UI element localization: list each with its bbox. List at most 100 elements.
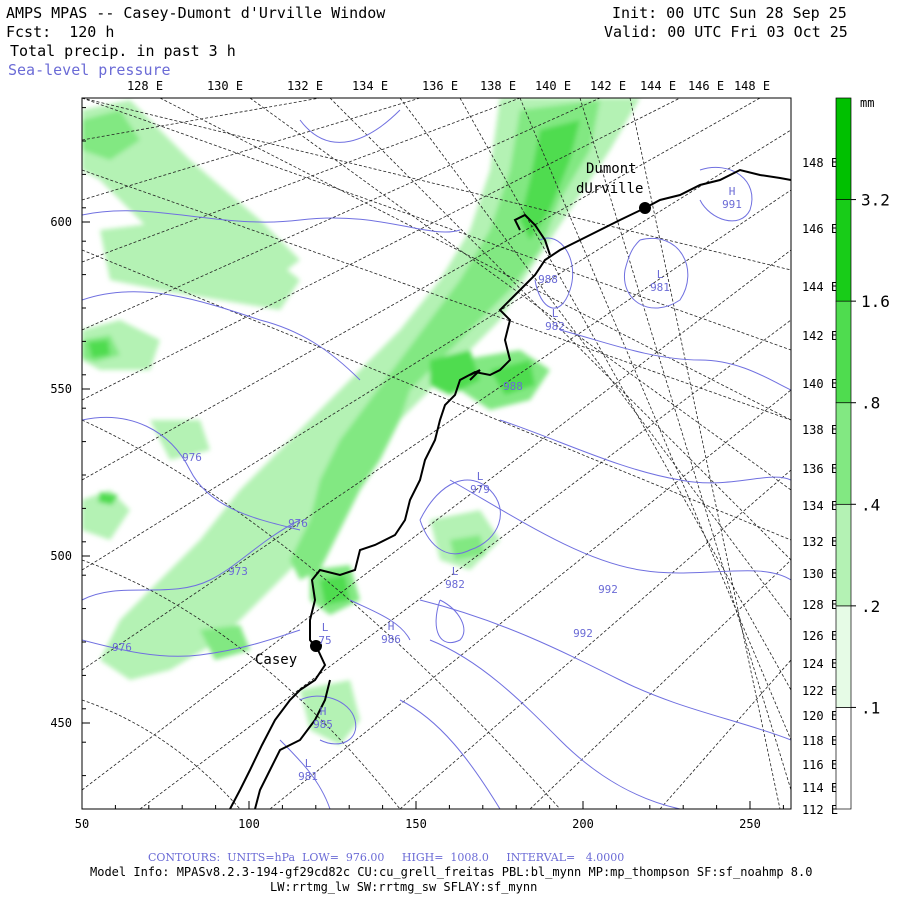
colorbar-swatch — [835, 199, 852, 302]
top-lon-label: 132 E — [287, 79, 323, 93]
colorbar-swatch — [835, 97, 852, 200]
field-title: Total precip. in past 3 h — [10, 42, 236, 60]
pressure-value-label: 981 — [298, 770, 318, 783]
colorbar-unit: mm — [860, 96, 874, 110]
x-tick-label: 50 — [75, 817, 89, 831]
plot-title: AMPS MPAS -- Casey-Dumont d'Urville Wind… — [6, 4, 386, 22]
right-lon-label: 146 E — [802, 222, 838, 236]
pressure-value-label: 973 — [228, 565, 248, 578]
pressure-value-label: 976 — [182, 451, 202, 464]
casey-marker — [310, 640, 322, 652]
pressure-center-marker: L — [657, 268, 664, 281]
x-tick-label: 200 — [572, 817, 594, 831]
y-tick-label: 550 — [50, 382, 72, 396]
colorbar: .1 .2 .4 .8 1.6 3.2 — [835, 97, 890, 810]
x-axis: 50 100 150 200 250 — [75, 801, 784, 831]
colorbar-swatch — [835, 503, 852, 607]
pressure-center-marker: H — [320, 705, 327, 718]
right-lon-label: 112 E — [802, 803, 838, 817]
colorbar-swatch — [835, 707, 852, 810]
colorbar-swatch — [835, 605, 852, 708]
pressure-center-marker: H — [388, 620, 395, 633]
pressure-center-marker: L — [477, 470, 484, 483]
y-tick-label: 500 — [50, 549, 72, 563]
init-time: Init: 00 UTC Sun 28 Sep 25 — [612, 4, 847, 22]
right-lon-label: 138 E — [802, 423, 838, 437]
coastline — [229, 168, 791, 809]
x-tick-label: 250 — [739, 817, 761, 831]
right-lon-label: 140 E — [802, 377, 838, 391]
right-longitude-labels: 148 E 146 E 144 E 142 E 140 E 138 E 136 E 134 E… — [802, 156, 838, 817]
colorbar-level-label: .1 — [861, 698, 880, 717]
right-lon-label: 122 E — [802, 684, 838, 698]
station-label: Dumont — [586, 161, 637, 177]
pressure-value-label: 976 — [288, 517, 308, 530]
top-lon-label: 138 E — [480, 79, 516, 93]
right-lon-label: 126 E — [802, 629, 838, 643]
top-lon-label: 136 E — [422, 79, 458, 93]
right-lon-label: 144 E — [802, 280, 838, 294]
contour-field-title: Sea-level pressure — [8, 61, 171, 79]
pressure-value-label: 982 — [445, 578, 465, 591]
top-lon-label: 130 E — [207, 79, 243, 93]
top-lon-label: 134 E — [352, 79, 388, 93]
y-tick-label: 600 — [50, 215, 72, 229]
colorbar-level-label: 3.2 — [861, 191, 890, 210]
pressure-value-label: 985 — [313, 718, 333, 731]
valid-time: Valid: 00 UTC Fri 03 Oct 25 — [604, 23, 848, 41]
pressure-contours — [82, 109, 791, 809]
right-lon-label: 142 E — [802, 329, 838, 343]
contours-info: CONTOURS: UNITS=hPa LOW= 976.00 HIGH= 10… — [148, 851, 625, 864]
pressure-center-marker: L — [322, 621, 329, 634]
top-lon-label: 140 E — [535, 79, 571, 93]
colorbar-swatch — [835, 300, 852, 404]
right-lon-label: 132 E — [802, 535, 838, 549]
pressure-value-label: 979 — [470, 483, 490, 496]
right-lon-label: 120 E — [802, 709, 838, 723]
pressure-value-label: 992 — [598, 583, 618, 596]
top-lon-label: 146 E — [688, 79, 724, 93]
right-lon-label: 134 E — [802, 499, 838, 513]
colorbar-level-label: .4 — [861, 495, 880, 514]
colorbar-swatch — [835, 402, 852, 505]
top-lon-label: 128 E — [127, 79, 163, 93]
x-tick-label: 100 — [238, 817, 260, 831]
station-label: dUrville — [576, 181, 643, 197]
right-lon-label: 128 E — [802, 598, 838, 612]
pressure-value-label: 981 — [650, 281, 670, 294]
top-lon-label: 144 E — [640, 79, 676, 93]
pressure-value-label: 976 — [112, 641, 132, 654]
model-info-2: LW:rrtmg_lw SW:rrtmg_sw SFLAY:sf_mynn — [270, 880, 538, 894]
pressure-center-marker: L — [452, 565, 459, 578]
model-info: Model Info: MPASv8.2.3-194-gf29cd82c CU:… — [90, 865, 813, 879]
dumont-durville-marker — [639, 202, 651, 214]
right-lon-label: 136 E — [802, 462, 838, 476]
latlon-grid — [82, 98, 791, 809]
pressure-value-label: 992 — [573, 627, 593, 640]
right-lon-label: 114 E — [802, 781, 838, 795]
station-label: Casey — [255, 652, 297, 668]
y-axis: 450 500 550 600 — [50, 107, 90, 810]
pressure-value-label: 988 — [503, 380, 523, 393]
right-lon-label: 130 E — [802, 567, 838, 581]
pressure-center-marker: L — [305, 757, 312, 770]
colorbar-level-label: 1.6 — [861, 292, 890, 311]
forecast-hour: Fcst: 120 h — [6, 23, 115, 41]
top-lon-label: 148 E — [734, 79, 770, 93]
pressure-center-marker: L — [552, 307, 559, 320]
y-tick-label: 450 — [50, 716, 72, 730]
station-markers — [310, 202, 651, 652]
map-frame — [81, 97, 792, 810]
station-labels: Dumont dUrville Casey — [255, 161, 643, 668]
precipitation-shading — [82, 98, 640, 745]
pressure-value-label: 991 — [722, 198, 742, 211]
top-longitude-labels: 128 E 130 E 132 E 134 E 136 E 138 E 140 E 142 E… — [127, 79, 770, 93]
top-lon-label: 142 E — [590, 79, 626, 93]
pressure-center-marker: H — [729, 185, 736, 198]
right-lon-label: 124 E — [802, 657, 838, 671]
right-lon-label: 148 E — [802, 156, 838, 170]
pressure-value-label: 75 — [318, 634, 331, 647]
right-lon-label: 118 E — [802, 734, 838, 748]
